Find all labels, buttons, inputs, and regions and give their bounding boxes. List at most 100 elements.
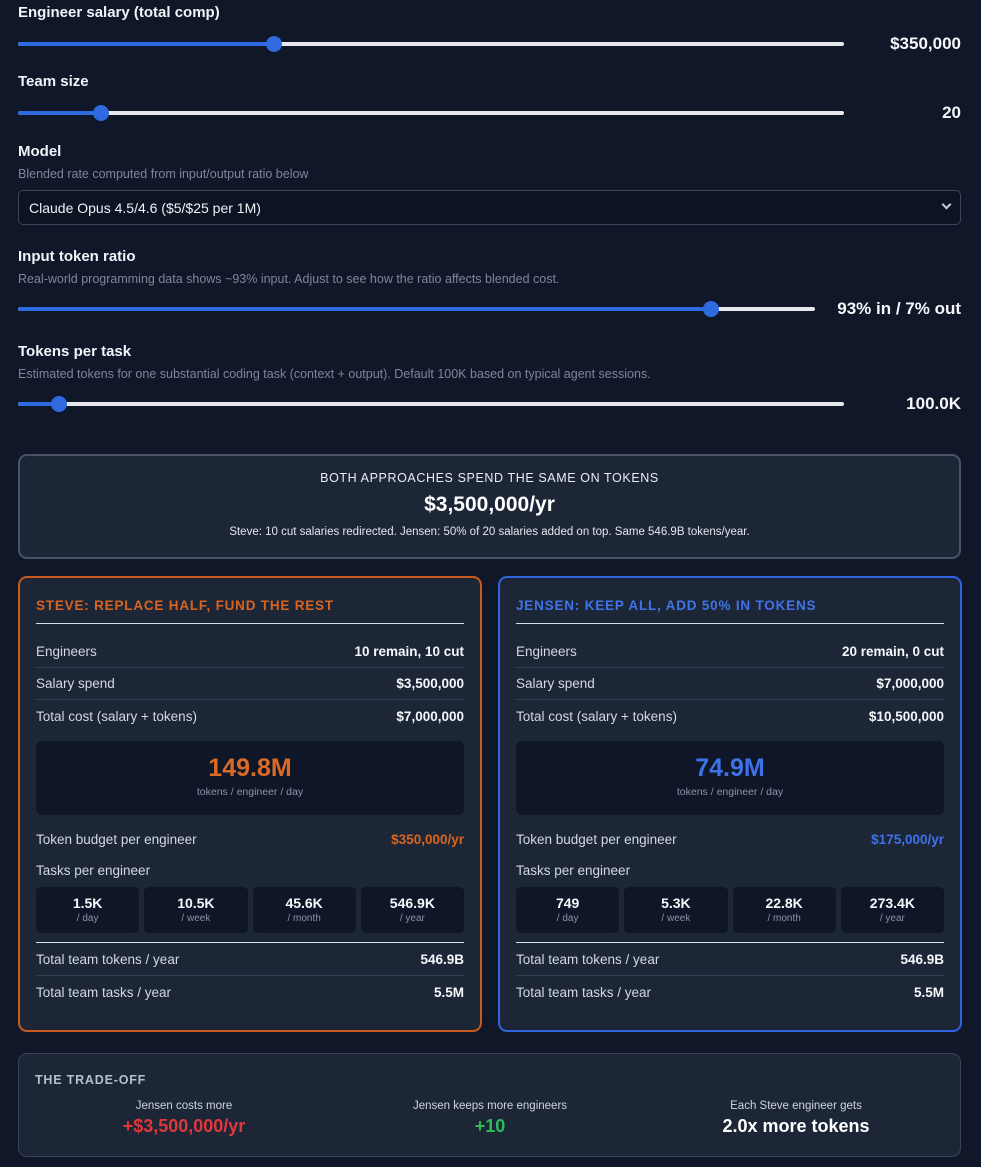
tile-unit: / month: [767, 913, 801, 924]
model-control: Model Blended rate computed from input/o…: [18, 143, 961, 225]
jensen-tasks-week: 5.3K / week: [624, 887, 728, 933]
summary-amount: $3,500,000/yr: [424, 493, 555, 516]
tile-value: 1.5K: [72, 895, 103, 911]
tokens-slider-thumb[interactable]: [51, 396, 68, 412]
jensen-tokens-per-day: 74.9M: [695, 754, 765, 782]
model-help: Blended rate computed from input/output …: [18, 167, 309, 181]
team-tokens-label: Total team tokens / year: [36, 951, 180, 967]
engineers-label: Engineers: [36, 644, 97, 659]
steve-salary-row: Salary spend $3,500,000: [36, 668, 464, 700]
steve-budget-row: Token budget per engineer $350,000/yr: [36, 823, 464, 855]
steve-total-cost-value: $7,000,000: [396, 708, 464, 724]
team-tasks-label: Total team tasks / year: [36, 985, 172, 1000]
team-value: 20: [942, 103, 961, 122]
team-tasks-label: Total team tasks / year: [516, 985, 652, 1000]
chevron-down-icon: [941, 199, 952, 210]
ratio-slider[interactable]: [18, 301, 815, 317]
summary-box: BOTH APPROACHES SPEND THE SAME ON TOKENS…: [18, 454, 961, 559]
tokens-unit-label: tokens / engineer / day: [676, 786, 784, 798]
steve-team-tasks-value: 5.5M: [433, 985, 464, 1000]
steve-salary-value: $3,500,000: [396, 676, 464, 691]
summary-subtitle: Steve: 10 cut salaries redirected. Jense…: [229, 526, 750, 538]
tasks-per-engineer-label: Tasks per engineer: [516, 863, 631, 878]
jensen-budget-value: $175,000/yr: [871, 831, 944, 847]
tile-unit: / day: [76, 913, 99, 924]
tile-value: 45.6K: [285, 895, 323, 911]
tile-value: 546.9K: [389, 895, 435, 911]
steve-engineers-row: Engineers 10 remain, 10 cut: [36, 636, 464, 668]
tradeoff-cost: Jensen costs more +$3,500,000/yr: [34, 1100, 334, 1137]
jensen-task-tiles: 749 / day 5.3K / week 22.8K / month 273.…: [516, 887, 944, 943]
tokens-unit-label: tokens / engineer / day: [196, 786, 304, 798]
ratio-control: Input token ratio Real-world programming…: [18, 248, 961, 324]
tradeoff-cost-label: Jensen costs more: [135, 1100, 233, 1112]
salary-slider-row: $350,000: [18, 29, 961, 59]
jensen-engineers-row: Engineers 20 remain, 0 cut: [516, 636, 944, 668]
total-cost-label: Total cost (salary + tokens): [516, 708, 677, 724]
tokens-slider-fill: [18, 402, 60, 406]
tokens-slider[interactable]: [18, 396, 844, 412]
model-select-value: Claude Opus 4.5/4.6 ($5/$25 per 1M): [29, 199, 261, 216]
ratio-slider-fill: [18, 307, 712, 311]
tokens-control: Tokens per task Estimated tokens for one…: [18, 343, 961, 419]
team-label: Team size: [18, 73, 89, 90]
salary-label: Engineer salary (total comp): [18, 4, 220, 21]
jensen-total-cost-value: $10,500,000: [868, 708, 944, 724]
jensen-team-tasks-row: Total team tasks / year 5.5M: [516, 976, 944, 1009]
ratio-help: Real-world programming data shows ~93% i…: [18, 272, 560, 286]
tokens-label: Tokens per task: [18, 343, 132, 360]
jensen-engineers-value: 20 remain, 0 cut: [841, 644, 944, 659]
tradeoff-engineers-value: +10: [474, 1116, 506, 1136]
steve-task-tiles: 1.5K / day 10.5K / week 45.6K / month 54…: [36, 887, 464, 943]
jensen-tasks-year: 273.4K / year: [840, 887, 944, 933]
steve-tasks-year: 546.9K / year: [360, 887, 464, 933]
tile-unit: / week: [181, 913, 211, 924]
jensen-title: JENSEN: KEEP ALL, ADD 50% IN TOKENS: [516, 598, 944, 624]
team-slider-thumb[interactable]: [92, 105, 109, 121]
engineers-label: Engineers: [516, 644, 577, 659]
tradeoff-cost-value: +$3,500,000/yr: [122, 1116, 246, 1136]
tile-value: 273.4K: [869, 895, 915, 911]
token-budget-label: Token budget per engineer: [516, 831, 677, 847]
team-control: Team size 20: [18, 73, 961, 128]
team-tokens-label: Total team tokens / year: [516, 951, 660, 967]
steve-team-tasks-row: Total team tasks / year 5.5M: [36, 976, 464, 1009]
salary-slider[interactable]: [18, 36, 844, 52]
ratio-value: 93% in / 7% out: [837, 299, 961, 318]
steve-tasks-day: 1.5K / day: [36, 887, 140, 933]
tile-value: 5.3K: [661, 895, 691, 911]
model-label: Model: [18, 143, 62, 160]
model-select[interactable]: Claude Opus 4.5/4.6 ($5/$25 per 1M): [18, 190, 961, 225]
tokens-help: Estimated tokens for one substantial cod…: [18, 367, 651, 381]
steve-tokens-hero: 149.8M tokens / engineer / day: [36, 741, 464, 815]
team-slider-row: 20: [18, 98, 961, 128]
steve-card: STEVE: REPLACE HALF, FUND THE REST Engin…: [18, 576, 482, 1032]
jensen-salary-row: Salary spend $7,000,000: [516, 668, 944, 700]
jensen-card: JENSEN: KEEP ALL, ADD 50% IN TOKENS Engi…: [498, 576, 962, 1032]
tokens-value: 100.0K: [906, 394, 961, 413]
jensen-salary-value: $7,000,000: [876, 676, 944, 691]
steve-totals: Total team tokens / year 546.9B Total te…: [36, 943, 464, 1009]
tasks-per-engineer-label: Tasks per engineer: [36, 863, 151, 878]
summary-kicker: BOTH APPROACHES SPEND THE SAME ON TOKENS: [320, 471, 659, 485]
ratio-label: Input token ratio: [18, 248, 136, 265]
steve-tasks-month: 45.6K / month: [252, 887, 356, 933]
steve-tokens-per-day: 149.8M: [208, 754, 292, 782]
salary-control: Engineer salary (total comp) $350,000: [18, 4, 961, 59]
jensen-budget-row: Token budget per engineer $175,000/yr: [516, 823, 944, 855]
team-slider[interactable]: [18, 105, 844, 121]
tile-value: 749: [555, 895, 580, 911]
ratio-slider-thumb[interactable]: [703, 301, 720, 317]
jensen-team-tasks-value: 5.5M: [913, 985, 944, 1000]
jensen-team-tokens-value: 546.9B: [900, 951, 944, 967]
jensen-tasks-month: 22.8K / month: [732, 887, 836, 933]
token-budget-label: Token budget per engineer: [36, 831, 197, 847]
tile-unit: / day: [556, 913, 579, 924]
tradeoff-panel: THE TRADE-OFF Jensen costs more +$3,500,…: [18, 1053, 961, 1157]
tile-unit: / year: [879, 913, 905, 924]
salary-spend-label: Salary spend: [36, 676, 115, 691]
jensen-team-tokens-row: Total team tokens / year 546.9B: [516, 943, 944, 976]
tile-unit: / year: [399, 913, 425, 924]
salary-slider-fill: [18, 42, 275, 46]
salary-slider-thumb[interactable]: [266, 36, 283, 52]
